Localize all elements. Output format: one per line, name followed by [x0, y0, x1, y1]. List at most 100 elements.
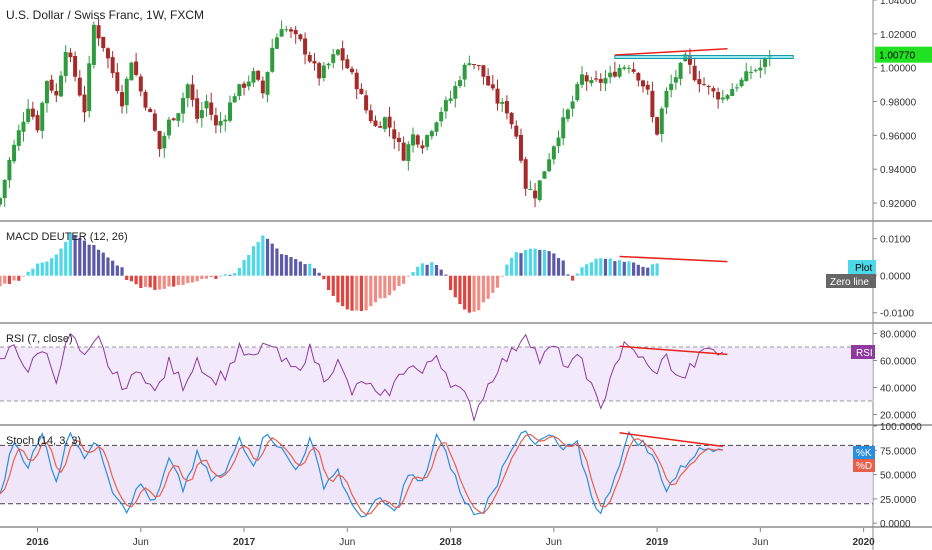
price-candle: [481, 65, 486, 77]
price-candle: [425, 135, 430, 147]
macd-bar: [373, 275, 378, 303]
price-candle: [166, 119, 171, 136]
macd-bar: [599, 258, 603, 276]
price-candle: [584, 75, 589, 82]
macd-bar: [533, 248, 537, 276]
price-candle: [753, 70, 758, 72]
macd-bar: [622, 261, 626, 276]
macd-bar: [256, 242, 260, 276]
rsi-legend-badge: [851, 345, 875, 359]
price-candle: [91, 24, 96, 65]
price-candle: [227, 102, 232, 121]
stoch-tick-label: 50.0000: [880, 471, 917, 482]
macd-bar: [369, 275, 373, 307]
price-candle: [406, 144, 411, 162]
macd-bar: [275, 248, 279, 276]
price-candle: [12, 144, 17, 162]
price-candle: [40, 102, 45, 131]
macd-bar: [613, 261, 617, 276]
price-candle: [105, 48, 110, 59]
macd-bar: [0, 275, 2, 287]
stoch-tick-label: 0.0000: [880, 519, 911, 530]
price-candle: [626, 67, 631, 69]
macd-bar: [617, 260, 622, 276]
price-trendline[interactable]: [614, 47, 728, 56]
macd-bar: [284, 254, 288, 276]
macd-title: MACD DEUTER (12, 26): [6, 231, 128, 243]
macd-bar: [87, 244, 91, 276]
macd-bar: [270, 243, 274, 276]
macd-bar: [561, 260, 565, 276]
macd-bar: [82, 240, 87, 276]
x-tick-label: 2018: [439, 537, 462, 548]
stoch-tick-label: 25.0000: [880, 495, 917, 506]
price-candle: [706, 86, 711, 88]
x-tick-label: Jun: [133, 537, 149, 548]
macd-bar: [111, 260, 115, 276]
rsi-divergence-line[interactable]: [619, 345, 728, 356]
price-candle: [734, 87, 739, 89]
x-tick-label: Jun: [752, 537, 768, 548]
price-candle: [364, 95, 369, 111]
price-candle: [73, 56, 78, 77]
macd-divergence-line[interactable]: [619, 255, 728, 263]
macd-bar: [448, 275, 453, 290]
price-candle: [2, 179, 7, 199]
resistance-zone[interactable]: [614, 55, 794, 60]
price-candle: [101, 36, 106, 49]
rsi-tick-label: 40.0000: [880, 384, 917, 395]
macd-bar: [495, 275, 500, 288]
macd-bar: [571, 275, 575, 281]
price-candle: [486, 76, 491, 86]
macd-bar: [31, 268, 35, 276]
price-candle: [30, 108, 35, 117]
macd-bar: [547, 251, 551, 276]
price-candle: [645, 84, 650, 90]
macd-bar: [251, 246, 256, 276]
macd-bar: [228, 274, 232, 276]
axes: 0.92000 0.94000 0.96000 0.98000 1.00000 1.020…: [26, 0, 932, 548]
price-candle: [59, 75, 64, 97]
price-candle: [143, 91, 148, 108]
stoch-divergence-line[interactable]: [619, 432, 723, 448]
macd-legend-zero-badge: [826, 274, 876, 288]
macd-bar: [242, 260, 246, 276]
price-candle: [152, 113, 157, 131]
macd-bar: [575, 273, 579, 276]
macd-bar: [524, 250, 528, 276]
stoch-k-line: [0, 430, 723, 518]
price-candle: [260, 80, 265, 94]
price-candle: [396, 137, 401, 143]
macd-bar: [463, 275, 467, 310]
price-candle: [622, 67, 627, 69]
macd-bar: [500, 275, 504, 277]
price-title: U.S. Dollar / Swiss Franc, 1W, FXCM: [6, 8, 204, 22]
macd-bar: [167, 275, 171, 287]
macd-bar: [472, 275, 476, 312]
macd-bar: [17, 275, 21, 281]
macd-bar: [481, 275, 486, 303]
macd-bar: [355, 275, 359, 311]
rsi-line: [0, 332, 724, 423]
price-candle: [636, 73, 641, 81]
price-candle: [551, 146, 556, 160]
price-candle: [570, 101, 575, 109]
price-candle: [68, 52, 73, 58]
price-candle: [711, 88, 716, 92]
price-candle: [608, 72, 613, 78]
price-candle: [303, 38, 308, 55]
rsi-tick-label: 80.0000: [880, 329, 917, 340]
macd-bar: [646, 267, 650, 276]
price-candle: [340, 48, 345, 61]
annotations[interactable]: [614, 47, 794, 448]
macd-bar: [538, 249, 542, 276]
macd-bar: [120, 267, 124, 276]
price-candle: [96, 25, 101, 39]
macd-bar: [317, 272, 321, 276]
price-candle: [0, 198, 2, 205]
macd-tick-label: -0.0100: [880, 309, 914, 320]
price-candle: [359, 88, 364, 95]
macd-bar: [143, 275, 148, 287]
price-candle: [612, 71, 617, 77]
